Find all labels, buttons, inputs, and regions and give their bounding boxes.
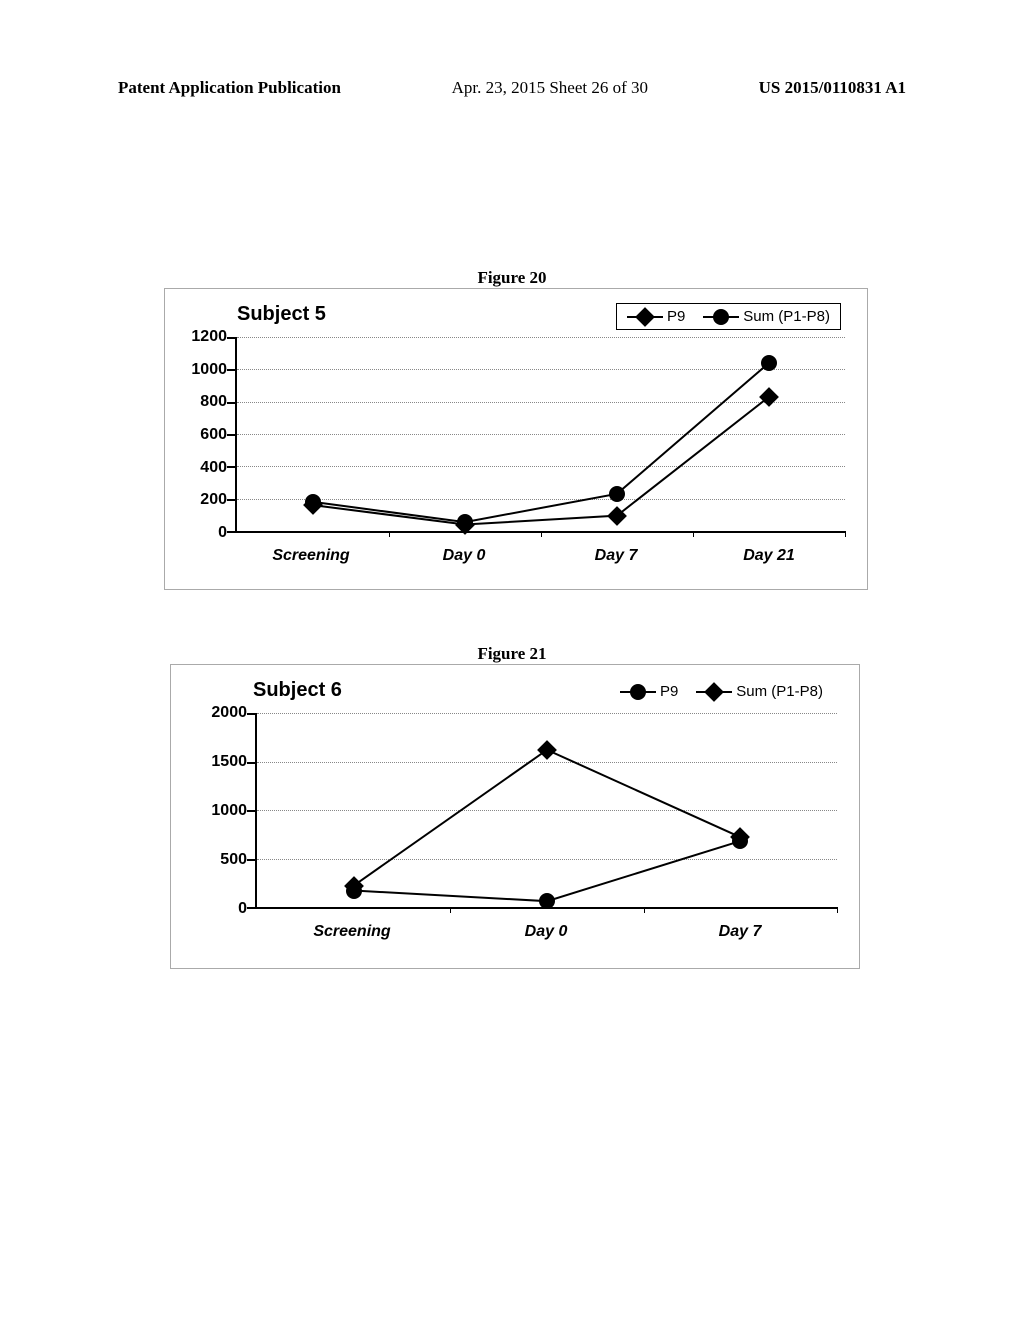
xtick <box>837 907 838 913</box>
chart1-legend-p9: P9 <box>627 308 685 325</box>
circle-marker-icon <box>457 514 473 530</box>
chart1-legend-sum: Sum (P1-P8) <box>703 308 830 325</box>
chart1-legend-p9-label: P9 <box>667 308 685 325</box>
chart2-ylabel: 500 <box>220 851 247 869</box>
chart1-ylabel: 1000 <box>191 361 227 379</box>
circle-marker-icon <box>620 685 656 699</box>
ytick <box>227 531 235 533</box>
ytick <box>227 337 235 339</box>
chart2-ylabel: 1000 <box>211 802 247 820</box>
chart1-xlabel: Day 0 <box>443 547 486 565</box>
figure20-caption: Figure 20 <box>0 268 1024 288</box>
chart1-title: Subject 5 <box>237 303 326 326</box>
xtick <box>389 531 390 537</box>
ytick <box>247 810 255 812</box>
chart2-title: Subject 6 <box>253 679 342 702</box>
chart2-legend-sum: Sum (P1-P8) <box>696 683 823 700</box>
xtick <box>541 531 542 537</box>
ytick <box>227 402 235 404</box>
chart2-legend: P9 Sum (P1-P8) <box>610 679 833 704</box>
ytick <box>247 762 255 764</box>
chart1-ylabel: 800 <box>200 393 227 411</box>
chart2-xlabel: Day 0 <box>525 923 568 941</box>
figure21-chart: Subject 6 P9 Sum (P1-P8) 2000 1500 1000 … <box>170 664 860 969</box>
ytick <box>247 907 255 909</box>
circle-marker-icon <box>305 494 321 510</box>
xtick <box>693 531 694 537</box>
diamond-marker-icon <box>627 310 663 324</box>
chart2-legend-p9: P9 <box>620 683 678 700</box>
circle-marker-icon <box>609 486 625 502</box>
chart1-xlabel: Day 21 <box>743 547 795 565</box>
chart1-legend-sum-label: Sum (P1-P8) <box>743 308 830 325</box>
chart1-plot-area <box>235 337 845 533</box>
chart2-xlabel: Screening <box>313 923 390 941</box>
xtick <box>845 531 846 537</box>
ytick <box>227 369 235 371</box>
ytick <box>247 859 255 861</box>
chart2-plot-area <box>255 713 837 909</box>
figure20-chart: Subject 5 P9 Sum (P1-P8) 1200 1000 800 6… <box>164 288 868 590</box>
circle-marker-icon <box>703 310 739 324</box>
chart2-ylabel: 1500 <box>211 753 247 771</box>
chart1-ylabel: 1200 <box>191 328 227 346</box>
header-left: Patent Application Publication <box>118 78 341 98</box>
ytick <box>227 499 235 501</box>
chart2-legend-sum-label: Sum (P1-P8) <box>736 683 823 700</box>
chart1-xlabel: Day 7 <box>595 547 638 565</box>
ytick <box>227 466 235 468</box>
ytick <box>227 434 235 436</box>
chart2-ylabel: 0 <box>238 900 247 918</box>
chart1-ylabel: 600 <box>200 426 227 444</box>
chart2-ylabel: 2000 <box>211 704 247 722</box>
chart1-legend: P9 Sum (P1-P8) <box>616 303 841 330</box>
ytick <box>247 713 255 715</box>
chart2-xlabel: Day 7 <box>719 923 762 941</box>
diamond-marker-icon <box>696 685 732 699</box>
chart2-legend-p9-label: P9 <box>660 683 678 700</box>
chart1-yaxis: 1200 1000 800 600 400 200 0 <box>165 337 231 533</box>
chart1-ylabel: 200 <box>200 491 227 509</box>
page-header: Patent Application Publication Apr. 23, … <box>118 78 906 98</box>
chart1-xlabel: Screening <box>272 547 349 565</box>
chart1-ylabel: 400 <box>200 459 227 477</box>
chart2-yaxis: 2000 1500 1000 500 0 <box>171 713 251 909</box>
xtick <box>450 907 451 913</box>
xtick <box>644 907 645 913</box>
header-right: US 2015/0110831 A1 <box>759 78 906 98</box>
chart1-ylabel: 0 <box>218 524 227 542</box>
header-center: Apr. 23, 2015 Sheet 26 of 30 <box>452 78 648 98</box>
circle-marker-icon <box>761 355 777 371</box>
figure21-caption: Figure 21 <box>0 644 1024 664</box>
